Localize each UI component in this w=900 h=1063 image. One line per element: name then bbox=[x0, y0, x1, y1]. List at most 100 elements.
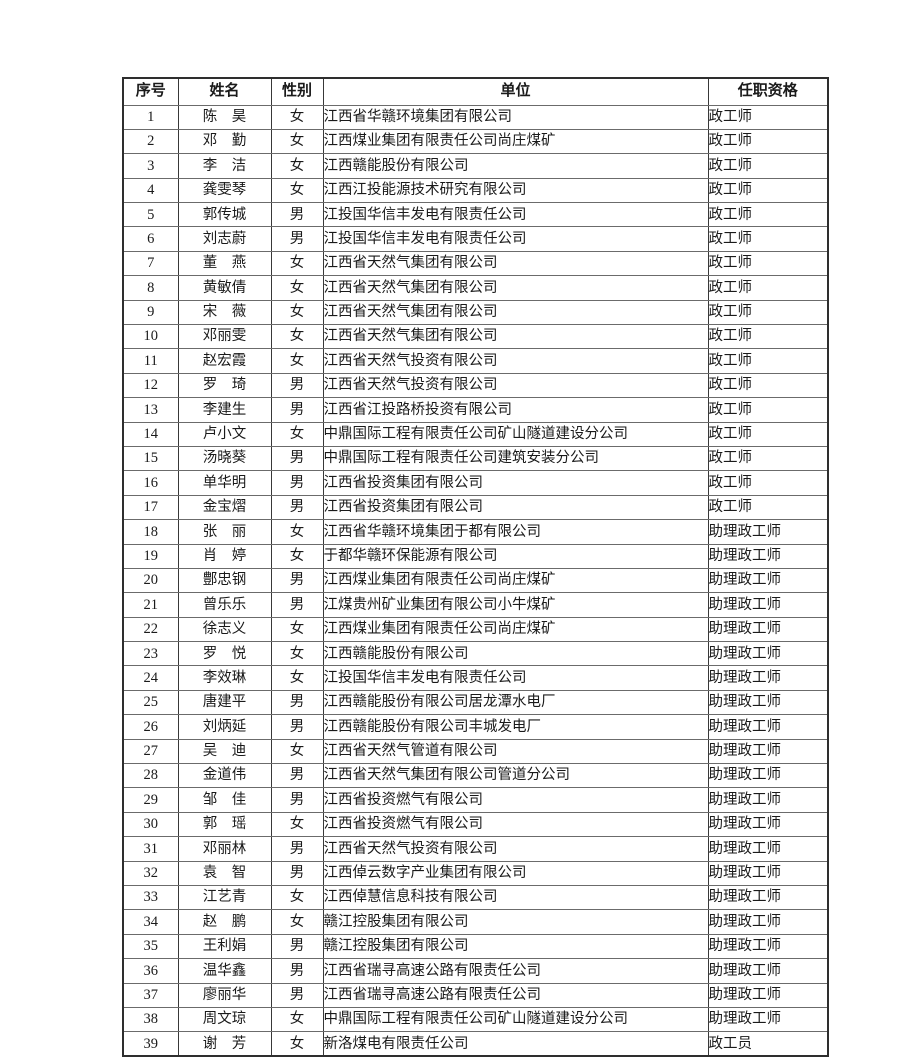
cell-unit: 于都华赣环保能源有限公司 bbox=[322, 543, 709, 569]
cell-unit: 江西省投资燃气有限公司 bbox=[322, 811, 709, 838]
qualification-table: 序号 姓名 性别 单位 任职资格 1 陈 昊 女 江西省华赣环境集团有限公司 政… bbox=[122, 77, 829, 1058]
cell-serial: 21 bbox=[122, 592, 179, 618]
table-row: 9 宋 薇 女 江西省天然气集团有限公司 政工师 bbox=[122, 299, 829, 326]
table-row: 32 袁 智 男 江西倬云数字产业集团有限公司 助理政工师 bbox=[122, 860, 829, 887]
cell-name: 鄷忠钢 bbox=[177, 567, 272, 594]
cell-qualification: 政工师 bbox=[707, 299, 829, 326]
cell-qualification: 助理政工师 bbox=[707, 787, 829, 813]
cell-qualification: 政工师 bbox=[707, 153, 829, 179]
cell-unit: 江西赣能股份有限公司丰城发电厂 bbox=[322, 714, 709, 740]
cell-gender: 男 bbox=[270, 494, 324, 521]
table-row: 16 单华明 男 江西省投资集团有限公司 政工师 bbox=[122, 470, 829, 496]
cell-name: 谢 芳 bbox=[177, 1031, 272, 1057]
table-row: 14 卢小文 女 中鼎国际工程有限责任公司矿山隧道建设分公司 政工师 bbox=[122, 421, 829, 447]
cell-serial: 10 bbox=[122, 324, 179, 350]
cell-qualification: 政工师 bbox=[707, 275, 829, 301]
cell-unit: 江投国华信丰发电有限责任公司 bbox=[322, 202, 709, 228]
cell-unit: 江西省天然气集团有限公司 bbox=[322, 275, 709, 301]
cell-name: 刘炳延 bbox=[177, 714, 272, 740]
cell-qualification: 政工师 bbox=[707, 202, 829, 228]
cell-serial: 28 bbox=[122, 763, 179, 789]
cell-qualification: 政工师 bbox=[707, 397, 829, 423]
cell-name: 邓丽林 bbox=[177, 836, 272, 862]
cell-gender: 男 bbox=[270, 714, 324, 740]
cell-gender: 女 bbox=[270, 811, 324, 838]
cell-serial: 14 bbox=[122, 421, 179, 447]
cell-serial: 33 bbox=[122, 884, 179, 911]
cell-unit: 江西省投资集团有限公司 bbox=[322, 470, 709, 496]
cell-serial: 1 bbox=[122, 104, 179, 130]
cell-qualification: 助理政工师 bbox=[707, 714, 829, 740]
table-row: 1 陈 昊 女 江西省华赣环境集团有限公司 政工师 bbox=[122, 104, 829, 130]
cell-gender: 女 bbox=[270, 616, 324, 643]
cell-serial: 8 bbox=[122, 275, 179, 301]
cell-gender: 女 bbox=[270, 738, 324, 765]
table-row: 26 刘炳延 男 江西赣能股份有限公司丰城发电厂 助理政工师 bbox=[122, 714, 829, 740]
cell-gender: 女 bbox=[270, 128, 324, 155]
cell-gender: 男 bbox=[270, 226, 324, 252]
cell-gender: 女 bbox=[270, 324, 324, 350]
cell-serial: 2 bbox=[122, 128, 179, 155]
cell-serial: 13 bbox=[122, 397, 179, 423]
table-header-row: 序号 姓名 性别 单位 任职资格 bbox=[122, 77, 829, 106]
header-cell-name: 姓名 bbox=[177, 77, 272, 106]
cell-serial: 6 bbox=[122, 226, 179, 252]
cell-gender: 女 bbox=[270, 348, 324, 374]
cell-unit: 江西省天然气集团有限公司 bbox=[322, 324, 709, 350]
cell-gender: 女 bbox=[270, 543, 324, 569]
cell-gender: 男 bbox=[270, 202, 324, 228]
cell-qualification: 助理政工师 bbox=[707, 860, 829, 887]
cell-unit: 江西省投资燃气有限公司 bbox=[322, 787, 709, 813]
cell-qualification: 助理政工师 bbox=[707, 1006, 829, 1033]
cell-qualification: 助理政工师 bbox=[707, 592, 829, 618]
cell-unit: 江西倬云数字产业集团有限公司 bbox=[322, 860, 709, 887]
cell-serial: 22 bbox=[122, 616, 179, 643]
cell-gender: 男 bbox=[270, 982, 324, 1008]
cell-serial: 38 bbox=[122, 1006, 179, 1033]
cell-qualification: 助理政工师 bbox=[707, 543, 829, 569]
cell-serial: 30 bbox=[122, 811, 179, 838]
cell-name: 曾乐乐 bbox=[177, 592, 272, 618]
cell-name: 周文琼 bbox=[177, 1006, 272, 1033]
cell-name: 金道伟 bbox=[177, 763, 272, 789]
cell-gender: 女 bbox=[270, 104, 324, 130]
table-row: 29 邹 佳 男 江西省投资燃气有限公司 助理政工师 bbox=[122, 787, 829, 813]
table-row: 24 李效琳 女 江投国华信丰发电有限责任公司 助理政工师 bbox=[122, 665, 829, 691]
table-row: 5 郭传城 男 江投国华信丰发电有限责任公司 政工师 bbox=[122, 202, 829, 228]
cell-gender: 男 bbox=[270, 445, 324, 472]
header-cell-unit: 单位 bbox=[322, 77, 709, 106]
cell-name: 单华明 bbox=[177, 470, 272, 496]
table-row: 34 赵 鹏 女 赣江控股集团有限公司 助理政工师 bbox=[122, 909, 829, 935]
cell-qualification: 政工师 bbox=[707, 177, 829, 204]
cell-unit: 江投国华信丰发电有限责任公司 bbox=[322, 665, 709, 691]
cell-unit: 江西赣能股份有限公司居龙潭水电厂 bbox=[322, 689, 709, 716]
cell-qualification: 助理政工师 bbox=[707, 519, 829, 545]
table-row: 10 邓丽雯 女 江西省天然气集团有限公司 政工师 bbox=[122, 324, 829, 350]
table-row: 7 董 燕 女 江西省天然气集团有限公司 政工师 bbox=[122, 250, 829, 277]
cell-serial: 3 bbox=[122, 153, 179, 179]
cell-serial: 31 bbox=[122, 836, 179, 862]
cell-unit: 中鼎国际工程有限责任公司矿山隧道建设分公司 bbox=[322, 421, 709, 447]
cell-gender: 女 bbox=[270, 421, 324, 447]
table-row: 33 江艺青 女 江西倬慧信息科技有限公司 助理政工师 bbox=[122, 884, 829, 911]
table-row: 30 郭 瑶 女 江西省投资燃气有限公司 助理政工师 bbox=[122, 811, 829, 838]
table-row: 22 徐志义 女 江西煤业集团有限责任公司尚庄煤矿 助理政工师 bbox=[122, 616, 829, 643]
cell-serial: 37 bbox=[122, 982, 179, 1008]
cell-gender: 女 bbox=[270, 299, 324, 326]
cell-gender: 男 bbox=[270, 470, 324, 496]
cell-gender: 男 bbox=[270, 689, 324, 716]
cell-qualification: 政工员 bbox=[707, 1031, 829, 1057]
cell-gender: 女 bbox=[270, 250, 324, 277]
cell-name: 刘志蔚 bbox=[177, 226, 272, 252]
cell-gender: 女 bbox=[270, 909, 324, 935]
cell-qualification: 助理政工师 bbox=[707, 567, 829, 594]
cell-serial: 12 bbox=[122, 372, 179, 399]
cell-gender: 男 bbox=[270, 567, 324, 594]
cell-unit: 中鼎国际工程有限责任公司矿山隧道建设分公司 bbox=[322, 1006, 709, 1033]
cell-unit: 新洛煤电有限责任公司 bbox=[322, 1031, 709, 1057]
cell-name: 罗 悦 bbox=[177, 641, 272, 667]
cell-name: 徐志义 bbox=[177, 616, 272, 643]
cell-serial: 7 bbox=[122, 250, 179, 277]
cell-unit: 江西倬慧信息科技有限公司 bbox=[322, 884, 709, 911]
cell-unit: 江西省天然气投资有限公司 bbox=[322, 836, 709, 862]
